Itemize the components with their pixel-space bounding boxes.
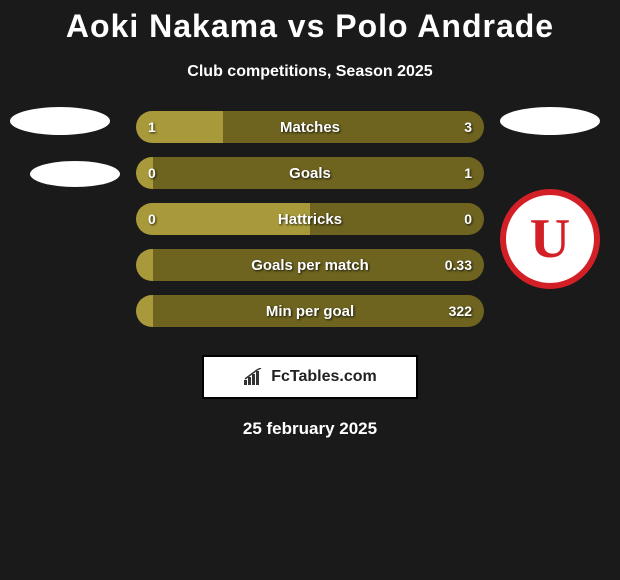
bar-right-fill [223,111,484,143]
bar-track [136,157,484,189]
right-club-badge: U [500,189,600,289]
stat-right-value: 0.33 [445,257,472,273]
bar-track [136,203,484,235]
left-placeholder-ellipse-bottom [30,161,120,187]
stat-bars: 1 Matches 3 0 Goals 1 0 Hattricks 0 [136,111,484,327]
left-placeholder-ellipse-top [10,107,110,135]
stat-right-value: 3 [464,119,472,135]
date-text: 25 february 2025 [0,419,620,439]
left-player-badges [10,111,120,187]
bar-left-fill [136,249,153,281]
subtitle: Club competitions, Season 2025 [0,63,620,81]
bar-right-fill [310,203,484,235]
bar-track [136,249,484,281]
stat-row-matches: 1 Matches 3 [136,111,484,143]
bar-track [136,111,484,143]
bar-right-fill [153,295,484,327]
stat-left-value: 1 [148,119,156,135]
right-placeholder-ellipse-top [500,107,600,135]
stat-row-goals-per-match: Goals per match 0.33 [136,249,484,281]
bar-left-fill [136,203,310,235]
stat-row-hattricks: 0 Hattricks 0 [136,203,484,235]
stat-right-value: 322 [449,303,472,319]
right-club-letter: U [530,207,570,271]
right-player-badges: U [500,111,600,289]
bar-track [136,295,484,327]
stat-left-value: 0 [148,165,156,181]
comparison-area: U 1 Matches 3 0 Goals 1 [0,111,620,341]
stat-row-goals: 0 Goals 1 [136,157,484,189]
chart-bars-icon [243,368,265,386]
page-title: Aoki Nakama vs Polo Andrade [0,0,620,45]
stat-right-value: 0 [464,211,472,227]
bar-right-fill [153,157,484,189]
brand-box: FcTables.com [202,355,418,399]
bar-left-fill [136,295,153,327]
stat-row-min-per-goal: Min per goal 322 [136,295,484,327]
brand-name: FcTables.com [271,368,377,386]
stat-right-value: 1 [464,165,472,181]
stat-left-value: 0 [148,211,156,227]
bar-right-fill [153,249,484,281]
